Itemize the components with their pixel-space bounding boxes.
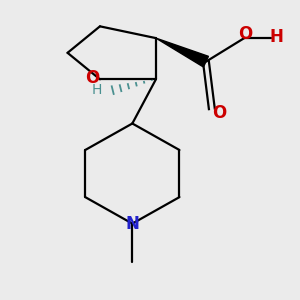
Text: N: N bbox=[125, 214, 139, 232]
Text: O: O bbox=[85, 69, 100, 87]
Text: H: H bbox=[270, 28, 283, 46]
Polygon shape bbox=[156, 38, 208, 67]
Text: H: H bbox=[92, 82, 102, 97]
Text: O: O bbox=[212, 104, 226, 122]
Text: O: O bbox=[238, 25, 253, 43]
